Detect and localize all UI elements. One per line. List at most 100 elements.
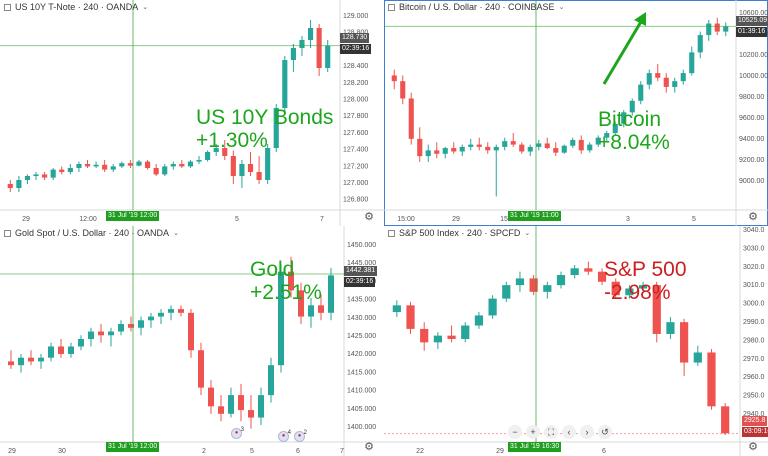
candle-body — [108, 331, 114, 336]
candle-body — [544, 143, 550, 149]
plot-svg-us10y[interactable]: 129.000128.800128.600128.400128.200128.0… — [0, 0, 384, 226]
pane-us10y[interactable]: 129.000128.800128.600128.400128.200128.0… — [0, 0, 384, 226]
pct-label: US 10Y Bonds +1.30% — [196, 106, 333, 152]
candle-body — [256, 172, 262, 180]
candle-body — [655, 73, 661, 78]
scroll-right-button[interactable]: › — [580, 425, 594, 439]
scroll-left-button[interactable]: ‹ — [562, 425, 576, 439]
candle-body — [400, 81, 406, 99]
candle-body — [273, 108, 279, 148]
time-tick-label: 15:00 — [397, 216, 415, 223]
pane-header: Gold Spot / U.S. Dollar · 240 · OANDA ⌄ — [4, 228, 179, 238]
chevron-down-icon[interactable]: ⌄ — [173, 230, 179, 237]
chevron-down-icon[interactable]: ⌄ — [558, 4, 565, 11]
candle-body — [153, 168, 159, 175]
zoom-in-button[interactable]: + — [526, 425, 540, 439]
pct-label-name: Bitcoin — [598, 108, 662, 131]
candle-body — [136, 161, 142, 166]
price-tag: 128.730 — [340, 33, 370, 43]
fullscreen-button[interactable]: ⛶ — [544, 425, 558, 439]
price-tick-label: 3020.0 — [743, 264, 765, 271]
reset-button[interactable]: ↺ — [598, 425, 612, 439]
price-tick-label: 128.400 — [343, 63, 368, 70]
candle-body — [587, 144, 593, 151]
settings-gear-icon[interactable]: ⚙ — [364, 441, 374, 453]
event-flag-icon[interactable]: ● 2 — [294, 430, 307, 442]
event-flag-icon[interactable]: ● 4 — [278, 430, 291, 442]
pane-header: US 10Y T-Note · 240 · OANDA ⌄ — [4, 2, 148, 12]
price-tick-label: 127.200 — [343, 163, 368, 170]
candle-body — [102, 164, 108, 170]
candle-body — [707, 352, 716, 407]
candle-body — [553, 148, 559, 153]
candle-body — [474, 315, 484, 326]
candle-body — [213, 148, 219, 152]
pane-menu-icon[interactable] — [4, 3, 11, 11]
candle-body — [168, 309, 174, 313]
trend-arrow-icon — [602, 19, 644, 85]
candle-body — [299, 40, 305, 48]
price-tick-label: 3030.0 — [743, 245, 765, 252]
pane-gold[interactable]: 1450.0001445.0001440.0001435.0001430.000… — [0, 226, 384, 456]
candle-body — [158, 312, 164, 317]
price-tag: 1442.381 — [344, 266, 378, 276]
plot-svg-bitcoin[interactable]: 10600.0010400.0010200.0010000.009800.009… — [384, 0, 768, 226]
candle-body — [663, 77, 669, 87]
candle-body — [28, 357, 34, 362]
candle-body — [638, 285, 648, 289]
candle-body — [392, 305, 401, 313]
pane-bitcoin[interactable]: 10600.0010400.0010200.0010000.009800.009… — [384, 0, 768, 226]
pane-menu-icon[interactable] — [4, 229, 11, 237]
candle-body — [461, 325, 470, 339]
candle-body — [536, 143, 542, 147]
plot-svg-gold[interactable]: 1450.0001445.0001440.0001435.0001430.000… — [0, 226, 384, 456]
candle-body — [680, 73, 686, 82]
price-tick-label: 2940.0 — [743, 411, 765, 418]
time-tick-label: 15 — [500, 216, 508, 223]
settings-gear-icon[interactable]: ⚙ — [748, 211, 758, 223]
pane-menu-icon[interactable] — [388, 3, 395, 11]
chevron-down-icon[interactable]: ⌄ — [142, 4, 149, 11]
price-tick-label: 128.000 — [343, 97, 368, 104]
candle-body — [646, 73, 652, 85]
pct-label: Gold +2.51% — [250, 258, 322, 304]
trend-arrow-head-icon — [634, 12, 646, 26]
pane-sp500[interactable]: 3040.0 3030.0 3020.0 3010.0 3000.0 2990.0 2980… — [384, 226, 768, 456]
price-tick-label: 126.800 — [343, 197, 368, 204]
candle-body — [652, 285, 661, 334]
zoom-out-button[interactable]: − — [508, 425, 522, 439]
candle-body — [408, 98, 414, 139]
pane-menu-icon[interactable] — [388, 229, 395, 237]
candle-body — [282, 60, 288, 108]
candle-body — [208, 387, 214, 407]
time-tag: 02:39:16 — [340, 44, 372, 54]
candle-body — [693, 352, 702, 363]
settings-gear-icon[interactable]: ⚙ — [748, 441, 758, 453]
event-flag-count: 2 — [303, 430, 307, 436]
candle-body — [697, 35, 703, 53]
candle-body — [76, 164, 82, 168]
candle-body — [476, 144, 482, 147]
price-tick-label: 1415.000 — [347, 369, 376, 376]
candle-body — [680, 322, 689, 363]
candle-body — [420, 328, 429, 343]
candle-body — [298, 290, 304, 317]
event-flag-icon[interactable]: ● 3 — [231, 427, 244, 439]
chevron-down-icon[interactable]: ⌄ — [524, 230, 531, 237]
candle-body — [502, 141, 508, 147]
plot-svg-sp500[interactable]: 3040.0 3030.0 3020.0 3010.0 3000.0 2990.0 2980… — [384, 226, 768, 456]
candle-body — [258, 395, 264, 418]
candle-body — [239, 164, 245, 176]
price-tick-label: 9800.00 — [739, 94, 764, 101]
time-tick-label: 12:00 — [79, 216, 97, 223]
candle-body — [67, 168, 73, 172]
price-tick-label: 128.200 — [343, 80, 368, 87]
settings-gear-icon[interactable]: ⚙ — [364, 211, 374, 223]
time-tick-label: 5 — [235, 216, 239, 223]
price-tick-label: 127.000 — [343, 180, 368, 187]
candle-body — [625, 288, 634, 296]
candle-body — [318, 305, 324, 313]
price-tick-label: 127.400 — [343, 147, 368, 154]
price-tick-label: 1425.000 — [347, 333, 376, 340]
